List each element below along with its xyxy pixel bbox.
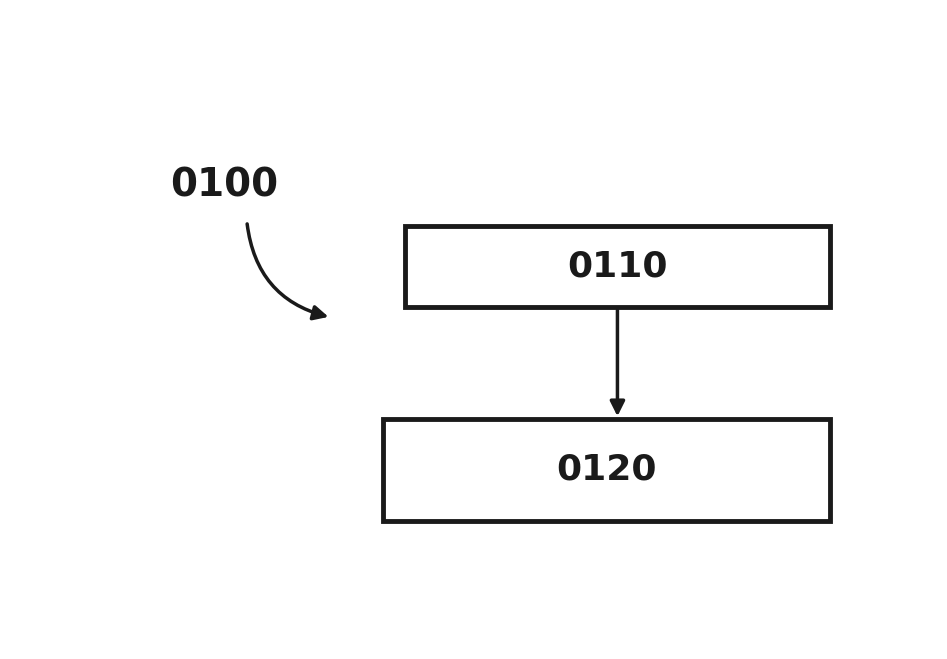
FancyBboxPatch shape [404,226,831,307]
Text: 0110: 0110 [567,250,668,284]
Text: 0120: 0120 [556,453,656,487]
FancyBboxPatch shape [383,419,831,521]
Text: 0100: 0100 [170,167,277,205]
